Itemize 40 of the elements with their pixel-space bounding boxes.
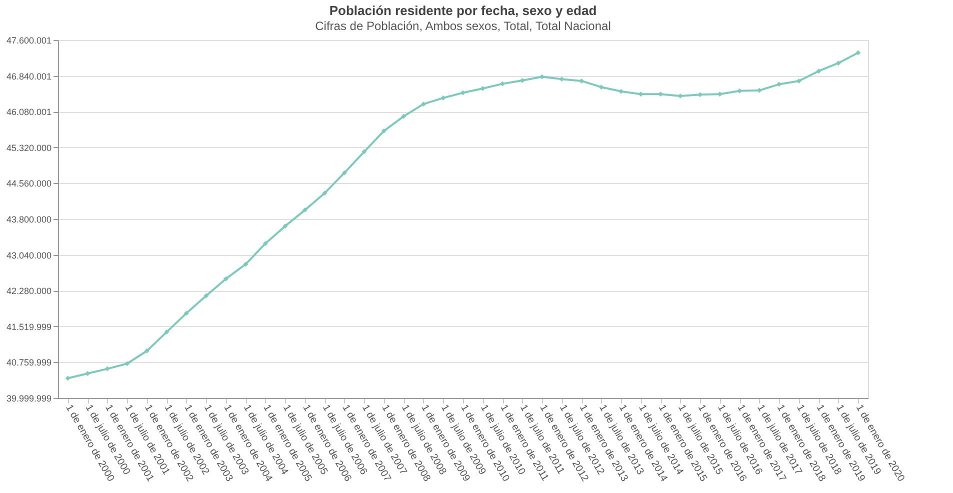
point [401,114,406,119]
point [124,361,130,366]
point [164,330,170,335]
point [322,190,328,196]
y-tick-label: 43.800.000 [6,214,52,224]
y-tick-label: 41.519.999 [6,322,52,332]
point [856,50,861,56]
chart-title: Población residente por fecha, sexo y edad [329,3,597,18]
y-tick-label: 42.280.000 [6,286,52,296]
y-tick-label: 43.040.000 [6,250,52,260]
point [381,128,386,134]
point [836,60,841,66]
y-tick-label: 39.999.999 [6,394,52,404]
point [420,102,426,107]
point [579,78,584,84]
point [144,348,150,354]
point [262,240,268,246]
point [65,376,70,381]
y-tick-label: 45.320.000 [6,142,52,153]
point [243,262,248,267]
point [362,149,367,154]
y-tick-label: 46.080.001 [6,107,52,118]
point [816,68,822,74]
point [520,78,525,84]
point [460,90,466,96]
point [204,293,209,298]
y-tick-label: 40.759.999 [6,358,52,368]
point [223,276,228,282]
chart-subtitle: Cifras de Población, Ambos sexos, Total, Total Nacional [315,19,611,33]
y-tick-label: 44.560.000 [6,178,52,189]
point [104,366,110,372]
point [598,84,604,90]
point [302,208,308,213]
point [480,86,486,92]
point [440,95,446,100]
y-tick-label: 47.600.001 [6,36,52,46]
point [184,310,189,316]
point [342,170,347,176]
point [282,224,288,229]
y-tick-label: 46.840.001 [6,71,52,82]
